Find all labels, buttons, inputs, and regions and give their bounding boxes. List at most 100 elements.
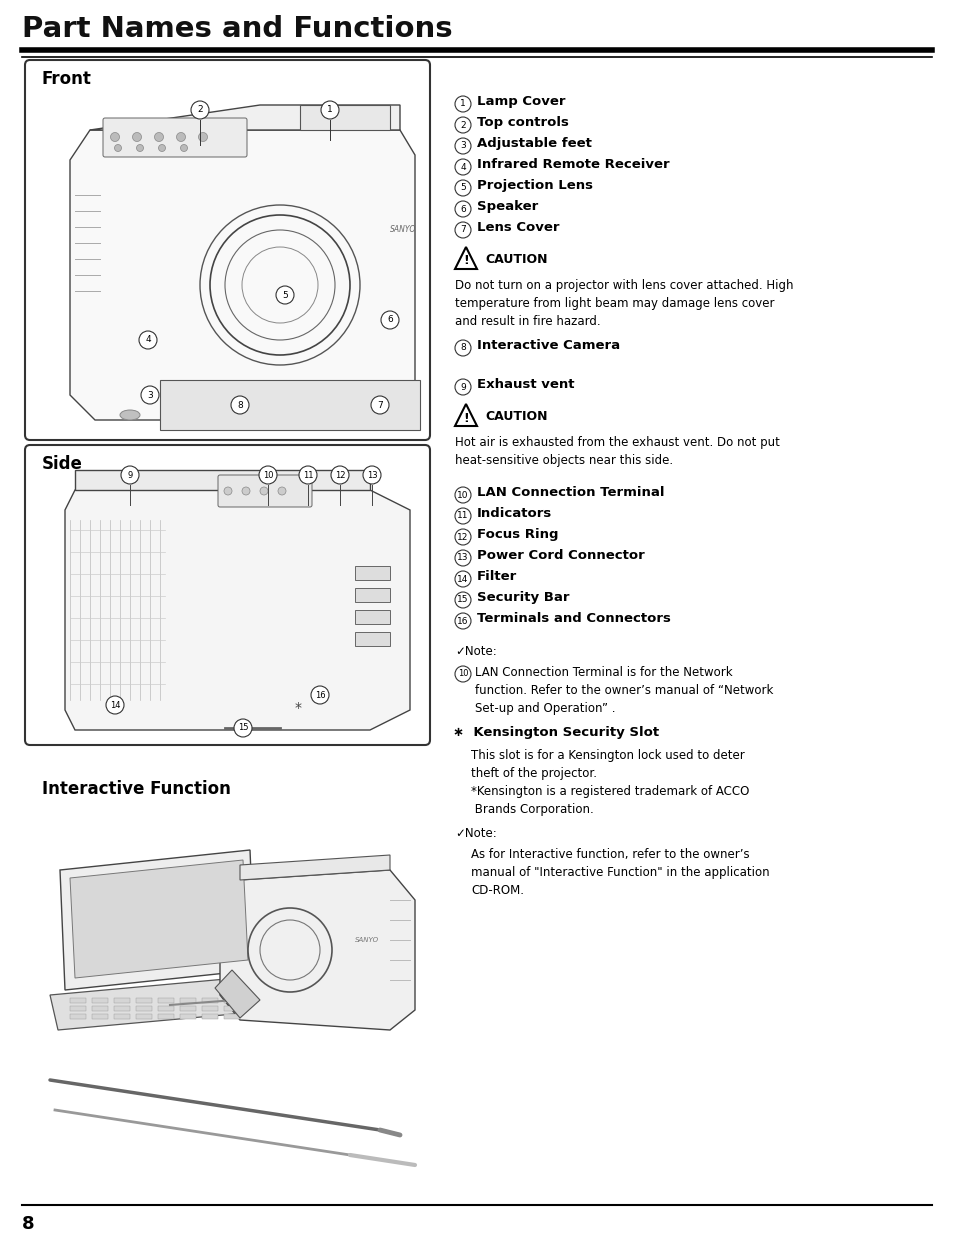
Bar: [113, 1007, 130, 1011]
Text: 7: 7: [376, 400, 382, 410]
Text: 1: 1: [327, 105, 333, 115]
Circle shape: [455, 138, 471, 154]
Bar: [158, 1007, 173, 1011]
Bar: [136, 998, 152, 1003]
Bar: [224, 1014, 240, 1019]
Text: 1: 1: [459, 100, 465, 109]
Text: 14: 14: [110, 700, 120, 709]
Text: 5: 5: [282, 290, 288, 300]
Text: Indicators: Indicators: [476, 508, 552, 520]
Text: Projection Lens: Projection Lens: [476, 179, 593, 191]
Circle shape: [136, 144, 143, 152]
Text: 9: 9: [128, 471, 132, 479]
Circle shape: [455, 201, 471, 217]
Circle shape: [180, 144, 188, 152]
Circle shape: [455, 613, 471, 629]
FancyBboxPatch shape: [25, 445, 430, 745]
Text: As for Interactive function, refer to the owner’s
manual of "Interactive Functio: As for Interactive function, refer to th…: [471, 848, 769, 897]
Circle shape: [258, 466, 276, 484]
Circle shape: [242, 487, 250, 495]
Circle shape: [380, 311, 398, 329]
Text: 11: 11: [302, 471, 313, 479]
Polygon shape: [455, 404, 476, 426]
Polygon shape: [75, 471, 370, 490]
Bar: [70, 998, 86, 1003]
Text: 2: 2: [197, 105, 203, 115]
Bar: [180, 998, 195, 1003]
Text: Lens Cover: Lens Cover: [476, 221, 558, 233]
Text: 11: 11: [456, 511, 468, 520]
Circle shape: [371, 396, 389, 414]
Polygon shape: [455, 247, 476, 269]
Circle shape: [275, 287, 294, 304]
Bar: [113, 998, 130, 1003]
Text: 5: 5: [459, 184, 465, 193]
Bar: [91, 1007, 108, 1011]
Text: ✓Note:: ✓Note:: [455, 827, 497, 840]
Text: Interactive Camera: Interactive Camera: [476, 338, 619, 352]
Text: Side: Side: [42, 454, 83, 473]
Circle shape: [121, 466, 139, 484]
Circle shape: [455, 508, 471, 524]
Text: Front: Front: [42, 70, 91, 88]
Text: 13: 13: [456, 553, 468, 562]
Bar: [224, 1007, 240, 1011]
Text: 8: 8: [459, 343, 465, 352]
Circle shape: [132, 132, 141, 142]
Polygon shape: [90, 105, 399, 130]
Text: !: !: [462, 254, 468, 268]
Bar: [158, 1014, 173, 1019]
Text: 10: 10: [456, 490, 468, 499]
Text: Hot air is exhausted from the exhaust vent. Do not put
heat-sensitive objects ne: Hot air is exhausted from the exhaust ve…: [455, 436, 779, 467]
Text: This slot is for a Kensington lock used to deter
theft of the projector.
*Kensin: This slot is for a Kensington lock used …: [471, 748, 749, 816]
Text: Terminals and Connectors: Terminals and Connectors: [476, 613, 670, 625]
Circle shape: [298, 466, 316, 484]
Text: Exhaust vent: Exhaust vent: [476, 378, 574, 391]
Circle shape: [455, 222, 471, 238]
Text: 9: 9: [459, 383, 465, 391]
Circle shape: [455, 666, 471, 682]
Bar: [136, 1014, 152, 1019]
Bar: [180, 1007, 195, 1011]
Circle shape: [158, 144, 165, 152]
Bar: [91, 1014, 108, 1019]
Text: 15: 15: [237, 724, 248, 732]
Circle shape: [455, 96, 471, 112]
Text: 13: 13: [366, 471, 377, 479]
Text: 14: 14: [456, 574, 468, 583]
Circle shape: [139, 331, 157, 350]
Text: Top controls: Top controls: [476, 116, 568, 128]
Bar: [202, 998, 218, 1003]
Bar: [158, 998, 173, 1003]
Circle shape: [455, 550, 471, 566]
Polygon shape: [50, 974, 277, 1030]
FancyBboxPatch shape: [25, 61, 430, 440]
Text: Focus Ring: Focus Ring: [476, 529, 558, 541]
Circle shape: [331, 466, 349, 484]
Bar: [113, 1014, 130, 1019]
Text: LAN Connection Terminal: LAN Connection Terminal: [476, 487, 664, 499]
Bar: [202, 1014, 218, 1019]
Text: 3: 3: [147, 390, 152, 399]
Bar: [202, 1007, 218, 1011]
Circle shape: [154, 132, 163, 142]
Text: 16: 16: [314, 690, 325, 699]
Bar: [355, 610, 390, 624]
Text: *: *: [294, 701, 301, 715]
Text: Power Cord Connector: Power Cord Connector: [476, 550, 644, 562]
Circle shape: [191, 101, 209, 119]
Text: Speaker: Speaker: [476, 200, 537, 212]
Bar: [355, 588, 390, 601]
Circle shape: [106, 697, 124, 714]
Text: 12: 12: [335, 471, 345, 479]
Polygon shape: [70, 860, 248, 978]
Bar: [136, 1007, 152, 1011]
Text: Lamp Cover: Lamp Cover: [476, 95, 565, 107]
Text: Interactive Function: Interactive Function: [42, 781, 231, 798]
Polygon shape: [220, 869, 415, 1030]
Polygon shape: [214, 969, 260, 1018]
Text: CAUTION: CAUTION: [484, 410, 547, 424]
Circle shape: [455, 571, 471, 587]
Text: 4: 4: [145, 336, 151, 345]
Circle shape: [231, 396, 249, 414]
